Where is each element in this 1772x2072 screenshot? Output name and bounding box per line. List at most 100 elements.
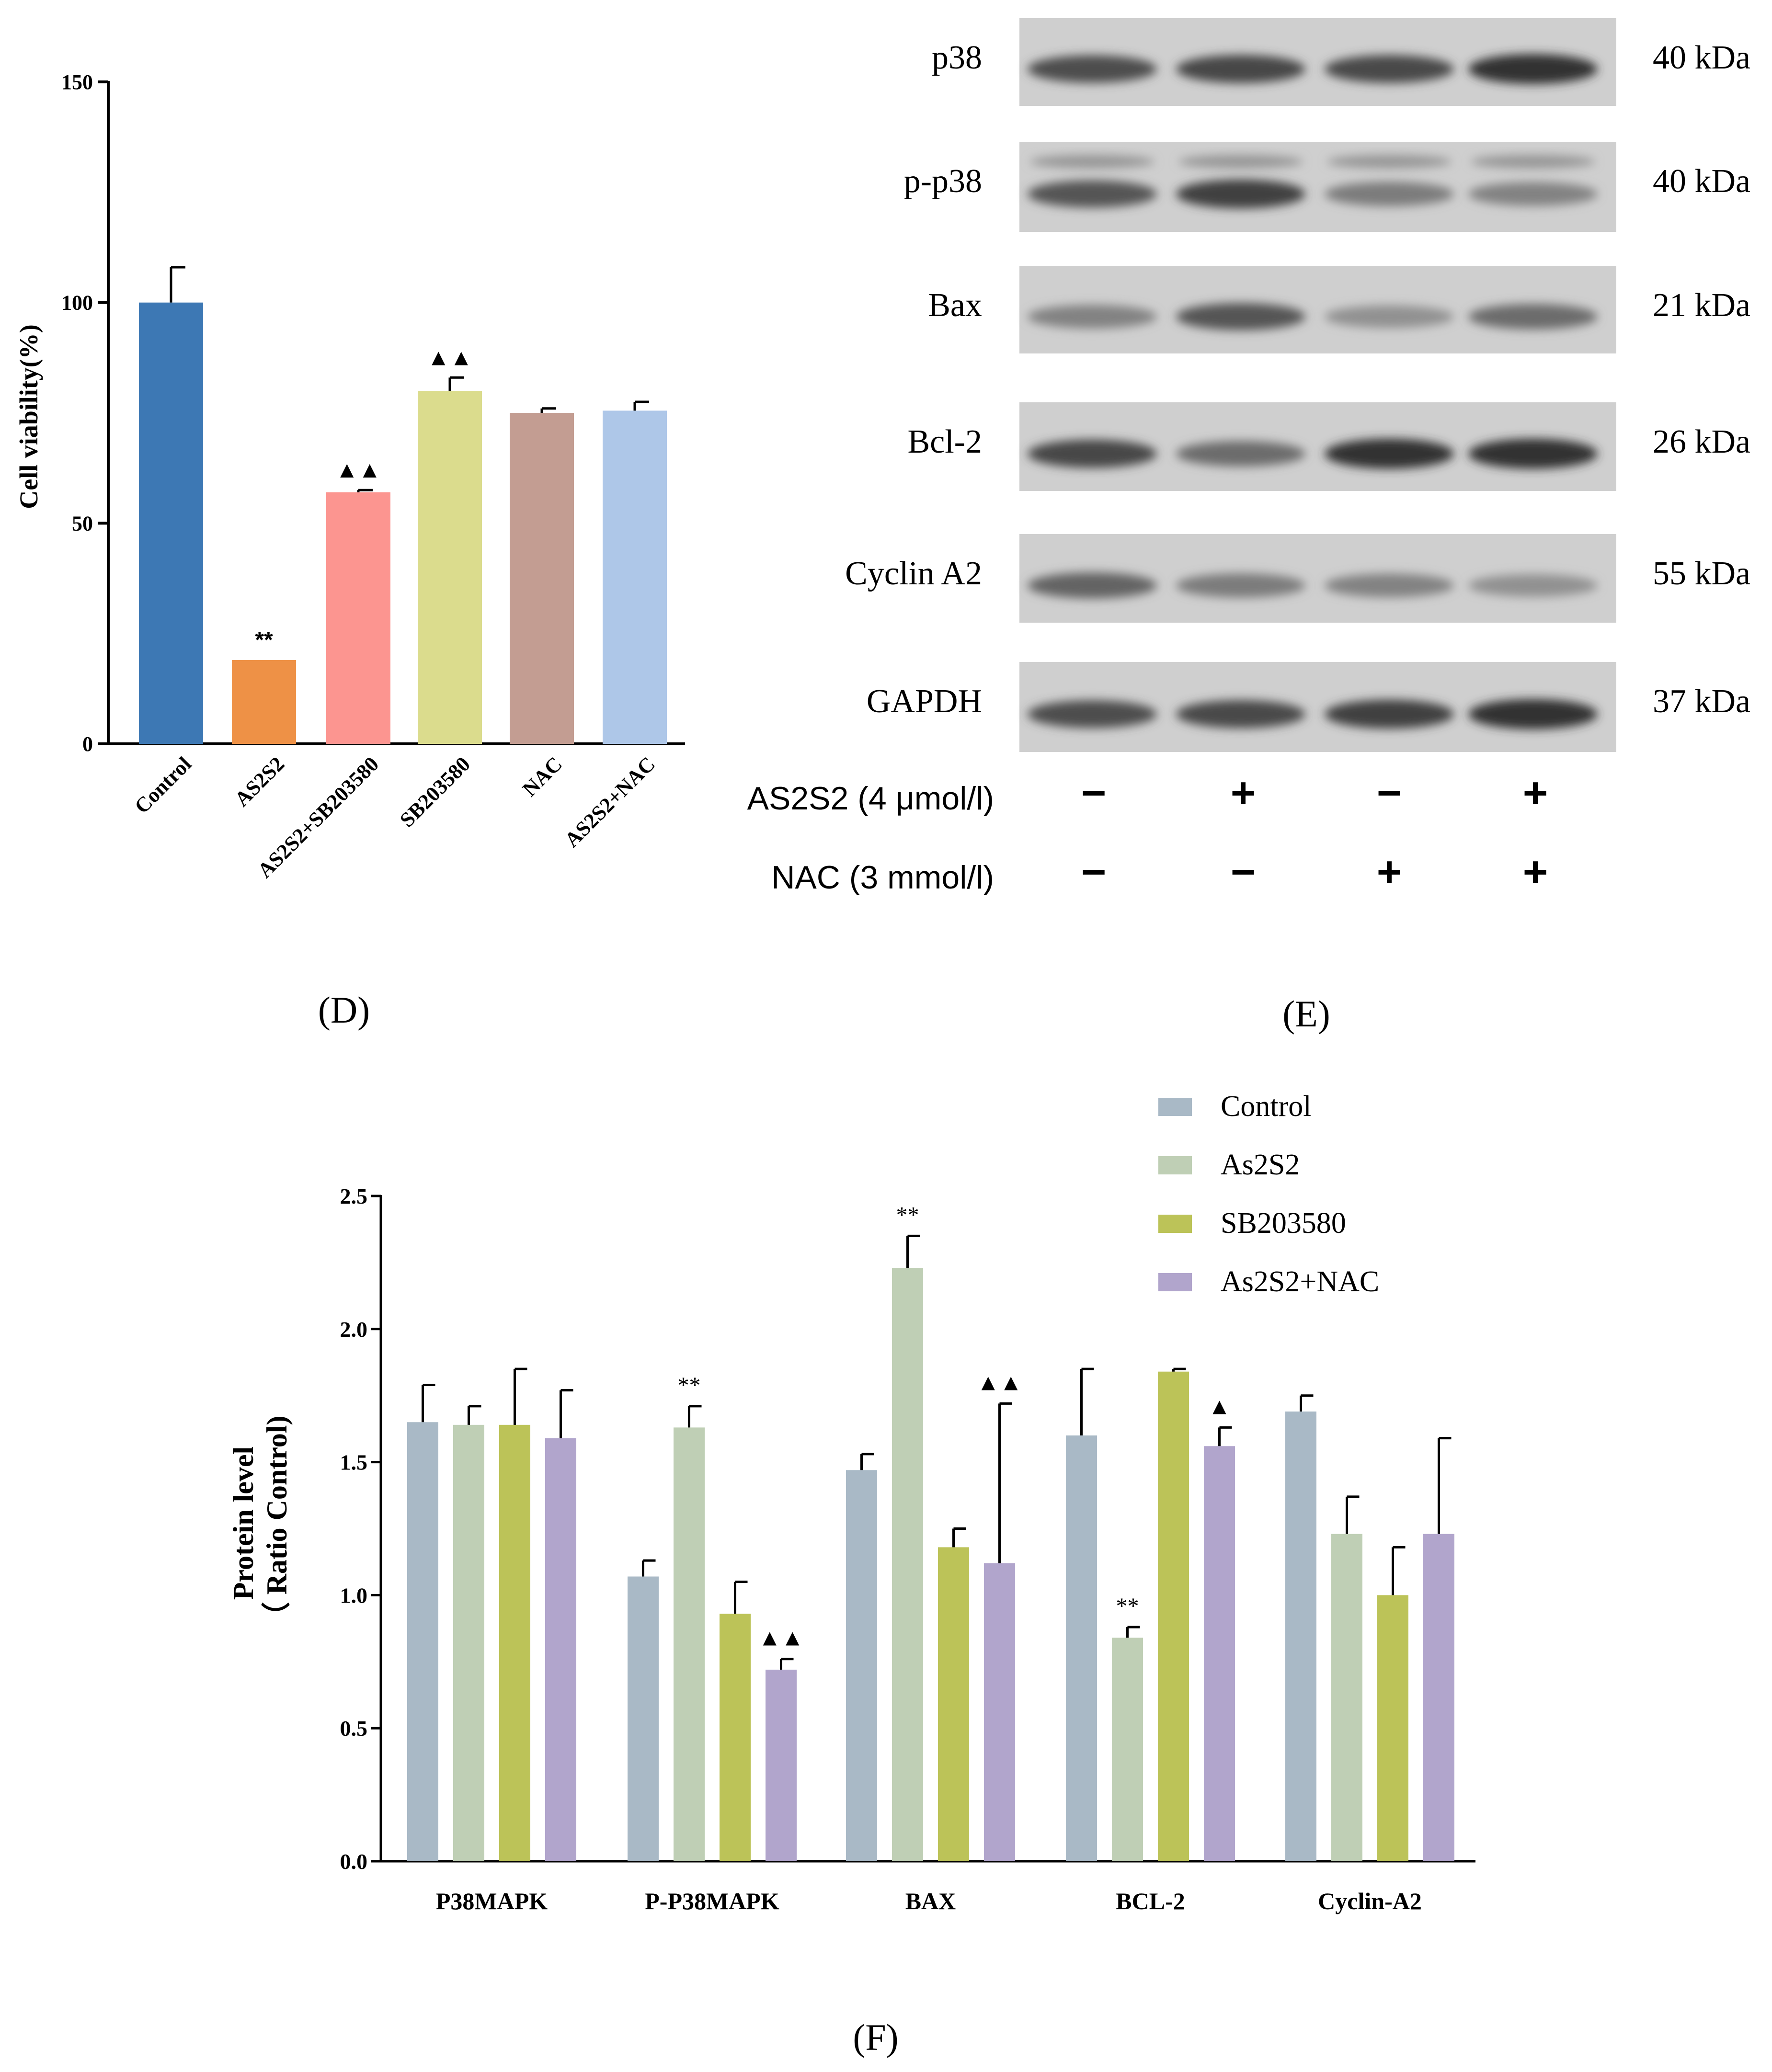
legend-label: SB203580 — [1221, 1207, 1346, 1240]
bar-bax-as2s2-nac — [984, 1563, 1015, 1861]
treatment-label: NAC (3 mmol/l) — [771, 859, 994, 896]
blot-band-lane-2 — [1176, 700, 1305, 729]
category-label: AS2S2+NAC — [560, 752, 660, 852]
blot-band-lane-4 — [1468, 54, 1598, 84]
blot-row-p-p38: p-p38 40 kDa — [904, 142, 1750, 232]
significance-marker: ▲▲ — [977, 1370, 1022, 1395]
bar-bcl-2-sb203580 — [1158, 1371, 1189, 1861]
blot-band-lane-1 — [1028, 55, 1157, 83]
blot-row-cyclin-a2: Cyclin A2 55 kDa — [845, 534, 1750, 623]
y-tick-label: 1.0 — [340, 1583, 368, 1607]
blot-band-lane-3 — [1325, 305, 1454, 328]
bar-as2s2-sb203580 — [326, 492, 390, 744]
bar-bcl-2-control — [1066, 1435, 1097, 1861]
blot-upper-band-lane-1 — [1030, 155, 1155, 169]
legend-swatch-as2s2 — [1158, 1156, 1192, 1174]
bar-bax-control — [846, 1470, 877, 1861]
blot-protein-label: Bcl-2 — [907, 423, 982, 460]
blot-band-lane-3 — [1325, 438, 1454, 469]
bar-bcl-2-as2s2 — [1112, 1638, 1143, 1861]
treatment-sign: + — [1523, 769, 1548, 817]
treatment-sign: + — [1231, 769, 1256, 817]
category-label: P38MAPK — [436, 1888, 548, 1914]
blot-band-lane-2 — [1176, 55, 1305, 83]
bar-as2s2-nac — [603, 410, 667, 744]
bar-group-p38mapk — [407, 1367, 576, 1861]
blot-band-lane-3 — [1325, 182, 1454, 206]
blot-kda-label: 21 kDa — [1653, 287, 1750, 324]
treatment-sign: − — [1377, 769, 1402, 817]
category-label: Control — [130, 752, 196, 818]
significance-marker: ▲▲ — [335, 457, 381, 483]
bar-sb203580 — [418, 390, 482, 744]
bar-p38mapk-as2s2 — [453, 1424, 484, 1861]
category-label: AS2S2 — [230, 752, 289, 811]
y-tick-label: 150 — [61, 70, 93, 94]
bar-group-bcl-2: ** ▲ — [1066, 1367, 1235, 1861]
bar-bax-as2s2 — [892, 1268, 923, 1861]
blot-band-lane-3 — [1325, 699, 1454, 729]
y-tick-label: 100 — [61, 291, 93, 315]
bar-control — [139, 302, 203, 744]
blot-band-lane-3 — [1325, 55, 1454, 83]
bar-p38mapk-sb203580 — [499, 1424, 530, 1861]
y-tick-label: 0.0 — [340, 1849, 368, 1874]
blot-band-lane-3 — [1325, 573, 1454, 598]
significance-marker: ** — [896, 1202, 919, 1228]
blot-protein-label: p38 — [932, 39, 982, 76]
blot-kda-label: 55 kDa — [1653, 555, 1750, 592]
significance-marker: ▲▲ — [758, 1626, 804, 1651]
blot-band-lane-1 — [1028, 305, 1157, 329]
bar-bcl-2-as2s2-nac — [1204, 1446, 1235, 1861]
legend-label: Control — [1221, 1090, 1311, 1123]
panel-label-f: (F) — [853, 2016, 898, 2058]
y-tick-label: 0.5 — [340, 1716, 368, 1741]
y-tick-label: 0 — [82, 732, 93, 756]
cell-viability-axes: 0 50 100 150 — [61, 70, 685, 756]
bar-as2s2 — [232, 660, 296, 744]
legend-swatch-control — [1158, 1098, 1192, 1116]
bar-p38mapk-as2s2-nac — [545, 1438, 576, 1861]
blot-kda-label: 40 kDa — [1653, 39, 1750, 76]
y-tick-label: 50 — [72, 512, 93, 535]
category-label: SB203580 — [395, 752, 475, 831]
bar-nac — [510, 413, 574, 744]
cell-viability-y-axis-label: Cell viability(%) — [14, 324, 43, 509]
blot-row-gapdh: GAPDH 37 kDa — [867, 662, 1750, 752]
cell-viability-bars: ** ▲▲ ▲▲ — [139, 266, 667, 744]
category-label: Cyclin-A2 — [1318, 1888, 1422, 1914]
bar-p-p38mapk-sb203580 — [720, 1614, 751, 1861]
blot-row-bcl-2: Bcl-2 26 kDa — [907, 402, 1750, 491]
blot-band-lane-1 — [1028, 180, 1157, 208]
blot-protein-label: Bax — [928, 287, 982, 324]
legend-label: As2S2+NAC — [1221, 1265, 1379, 1298]
bar-cyclin-a2-sb203580 — [1377, 1595, 1408, 1861]
protein-level-category-labels: P38MAPK P-P38MAPK BAX BCL-2 Cyclin-A2 — [436, 1888, 1422, 1914]
blot-band-lane-1 — [1028, 572, 1157, 599]
blot-protein-label: p-p38 — [904, 163, 982, 200]
significance-marker: ** — [678, 1373, 701, 1398]
bar-p-p38mapk-control — [628, 1576, 659, 1861]
blot-protein-label: GAPDH — [867, 683, 982, 720]
blot-band-lane-4 — [1468, 574, 1598, 597]
y-tick-label: 1.5 — [340, 1450, 368, 1475]
blot-kda-label: 40 kDa — [1653, 163, 1750, 200]
blot-band-lane-1 — [1028, 439, 1157, 468]
treatment-sign: − — [1231, 848, 1256, 896]
blot-band-lane-4 — [1468, 699, 1598, 729]
treatment-sign: − — [1081, 848, 1107, 896]
bar-cyclin-a2-as2s2 — [1331, 1534, 1362, 1861]
blot-protein-label: Cyclin A2 — [845, 555, 982, 592]
category-label: P-P38MAPK — [645, 1888, 779, 1914]
treatment-label: AS2S2 (4 μmol/l) — [747, 780, 994, 817]
panel-label-e: (E) — [1282, 993, 1330, 1035]
bar-p-p38mapk-as2s2-nac — [766, 1669, 797, 1861]
bar-p-p38mapk-as2s2 — [674, 1427, 705, 1861]
blot-upper-band-lane-2 — [1178, 155, 1303, 169]
protein-level-bars: ** ▲▲ ** ▲▲ ** ▲ — [407, 1202, 1454, 1861]
significance-marker: ▲▲ — [427, 345, 472, 370]
bar-cyclin-a2-as2s2-nac — [1423, 1534, 1454, 1861]
blot-band-lane-1 — [1028, 700, 1157, 729]
